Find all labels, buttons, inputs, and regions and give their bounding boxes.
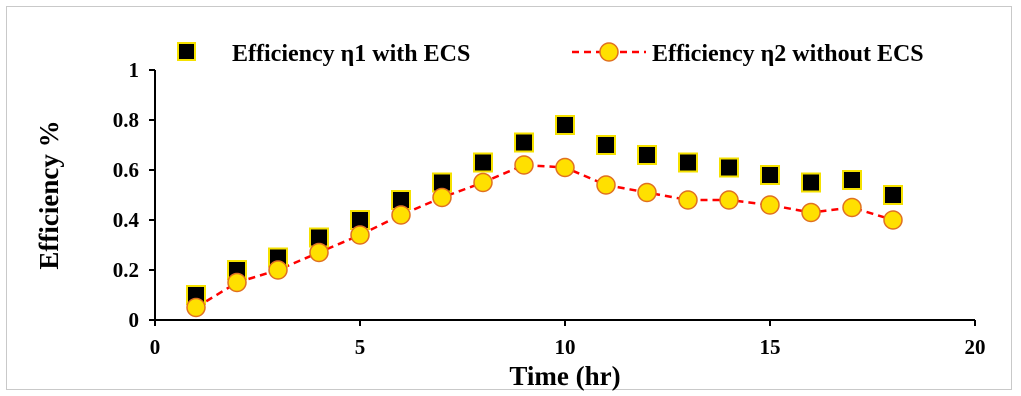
eta1-point: [842, 170, 862, 190]
eta2-point: [555, 157, 575, 178]
x-tick-label: 15: [760, 335, 781, 359]
eta2-point: [514, 155, 534, 175]
y-tick-label: 0.8: [113, 108, 139, 132]
eta2-point: [309, 242, 329, 263]
eta2-point: [432, 187, 452, 208]
eta1-point: [678, 152, 698, 173]
eta1-point: [801, 172, 821, 193]
eta1-point: [596, 135, 616, 155]
eta1-point: [473, 152, 493, 173]
eta2-point: [678, 190, 698, 210]
eta2-point: [350, 225, 370, 245]
chart-frame: [6, 6, 1012, 390]
eta2-point: [719, 190, 739, 210]
y-tick-label: 0.6: [113, 158, 139, 182]
eta2-point: [268, 260, 288, 280]
eta1-point: [514, 132, 534, 153]
x-tick-label: 20: [965, 335, 986, 359]
x-tick-label: 10: [555, 335, 576, 359]
eta1-point: [555, 115, 575, 135]
eta2-point: [391, 205, 411, 225]
x-axis-title: Time (hr): [509, 361, 620, 391]
x-tick-label: 5: [355, 335, 366, 359]
series-eta2-line: [195, 163, 894, 309]
x-tick-label: 0: [150, 335, 161, 359]
eta2-point: [227, 272, 247, 293]
legend-eta1-marker: [177, 42, 196, 61]
eta1-point: [719, 157, 739, 178]
eta1-point: [637, 145, 657, 165]
eta2-point: [801, 202, 821, 223]
y-tick-label: 0: [129, 308, 140, 332]
eta2-point: [473, 172, 493, 193]
y-tick-label: 0.4: [113, 208, 140, 232]
eta2-point: [760, 195, 780, 215]
eta2-point: [186, 297, 206, 318]
legend-eta2-label: Efficiency η2 without ECS: [652, 41, 924, 67]
eta1-point: [760, 165, 780, 185]
legend-eta1-label: Efficiency η1 with ECS: [232, 41, 470, 67]
eta2-point: [596, 175, 616, 195]
eta2-point: [637, 182, 657, 203]
eta2-point: [883, 210, 903, 230]
y-tick-label: 0.2: [113, 258, 139, 282]
eta1-point: [883, 185, 903, 205]
y-tick-label: 1: [129, 58, 140, 82]
legend-eta2-marker: [599, 42, 619, 62]
eta2-point: [842, 197, 862, 218]
y-axis-title: Efficiency %: [34, 120, 64, 269]
